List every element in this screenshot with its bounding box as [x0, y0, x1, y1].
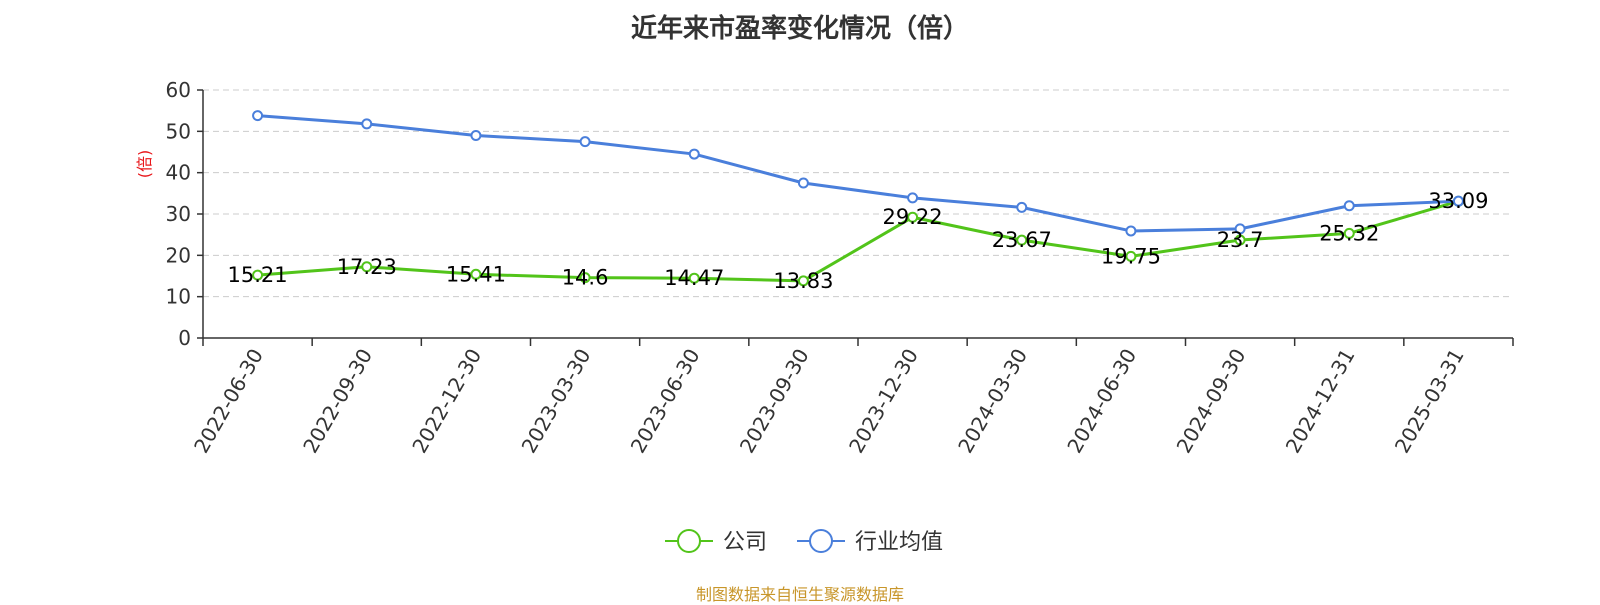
source-note: 制图数据来自恒生聚源数据库 — [695, 585, 904, 604]
data-labels: 15.21 17.23 15.41 14.6 14.47 13.83 29.22 23.67 1… — [228, 189, 1489, 293]
x-tick-label: 2023-09-30 — [735, 345, 814, 458]
y-tick-label: 10 — [166, 285, 191, 309]
data-point — [907, 192, 919, 204]
x-tick-label: 2023-03-30 — [517, 345, 596, 458]
x-tick-label: 2024-03-30 — [953, 345, 1032, 458]
x-tick-label: 2024-12-31 — [1281, 345, 1360, 458]
data-label: 14.6 — [562, 266, 609, 290]
data-label: 13.83 — [773, 269, 833, 293]
data-point — [1016, 234, 1028, 246]
legend: 公司 行业均值 — [665, 529, 943, 555]
data-label: 23.67 — [992, 228, 1052, 252]
data-label: 14.47 — [664, 266, 724, 290]
data-point — [252, 269, 264, 281]
x-tick-label: 2023-12-30 — [844, 345, 923, 458]
data-label: 17.23 — [337, 255, 397, 279]
data-point — [797, 275, 809, 287]
data-label: 15.21 — [228, 263, 288, 287]
data-point — [1343, 200, 1355, 212]
x-tick-label: 2025-03-31 — [1390, 345, 1469, 458]
grid-lines — [203, 89, 1513, 298]
data-point — [1234, 234, 1246, 246]
x-tick-label: 2023-06-30 — [626, 345, 705, 458]
y-tick-label: 0 — [178, 326, 191, 350]
x-tick-label: 2024-09-30 — [1172, 345, 1251, 458]
data-label: 33.09 — [1428, 189, 1488, 213]
legend-label: 公司 — [723, 530, 767, 555]
data-point — [361, 261, 373, 273]
data-label: 29.22 — [883, 205, 943, 229]
data-point — [470, 129, 482, 141]
legend-swatch-marker — [809, 529, 833, 553]
data-label: 19.75 — [1101, 244, 1161, 268]
data-point — [1125, 225, 1137, 237]
data-point — [1125, 250, 1137, 262]
data-point — [1452, 195, 1464, 207]
y-tick-label: 20 — [166, 243, 191, 267]
data-label: 23.7 — [1217, 228, 1264, 252]
y-tick-label: 30 — [166, 202, 191, 226]
data-point — [688, 148, 700, 160]
data-point — [1234, 223, 1246, 235]
data-point — [1343, 227, 1355, 239]
x-tick-label: 2022-09-30 — [298, 345, 377, 458]
y-tick-label: 60 — [166, 78, 191, 102]
data-point — [1016, 201, 1028, 213]
chart-title: 近年来市盈率变化情况（倍） — [630, 14, 969, 44]
data-label: 25.32 — [1319, 221, 1379, 245]
series-line-1 — [257, 114, 1459, 233]
y-tick-label: 50 — [166, 119, 191, 143]
data-point — [907, 211, 919, 223]
data-point — [579, 272, 591, 284]
data-point — [797, 177, 809, 189]
series — [252, 110, 1464, 287]
legend-label: 行业均值 — [855, 530, 943, 555]
y-axis-title: (倍) — [135, 150, 154, 179]
data-point — [688, 272, 700, 284]
data-point — [470, 268, 482, 280]
data-point — [579, 136, 591, 148]
legend-swatch-marker — [677, 529, 701, 553]
data-point — [361, 118, 373, 130]
x-tick-label: 2022-12-30 — [407, 345, 486, 458]
series-line-0 — [257, 199, 1459, 283]
data-point — [252, 110, 264, 122]
x-tick-label: 2022-06-30 — [189, 345, 268, 458]
y-tick-label: 40 — [166, 161, 191, 185]
data-label: 15.41 — [446, 262, 506, 286]
x-tick-label: 2024-06-30 — [1062, 345, 1141, 458]
